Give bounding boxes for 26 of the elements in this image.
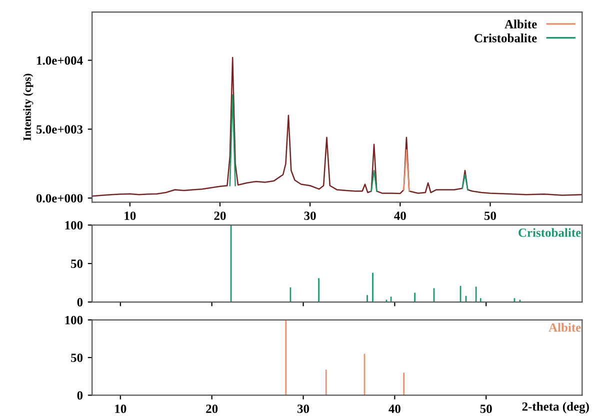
x-tick-label: 10 (124, 212, 136, 220)
x-tick-label: 50 (484, 212, 496, 220)
y-tick-label: 100 (65, 316, 83, 324)
text: Albite (548, 322, 581, 332)
y-tick-label: 0 (77, 298, 83, 306)
y-tick-label: 1.0e+004 (36, 56, 83, 65)
y-tick-label: 0.0e+000 (36, 194, 83, 203)
x-tick-label: 20 (206, 404, 218, 414)
y-tick-label: 0 (77, 391, 83, 400)
x-tick-label: 50 (480, 404, 492, 414)
legend-label: Albite (504, 20, 537, 28)
y-tick-label: 5.0e+003 (36, 125, 83, 134)
x-tick-label: 40 (394, 212, 406, 220)
x-tick-label: 30 (297, 404, 310, 414)
y-tick-label: 50 (71, 260, 83, 268)
y-axis-title: Intensity (cps) (23, 74, 34, 141)
y-tick-label: 50 (71, 354, 83, 362)
x-tick-label: 20 (214, 212, 226, 220)
line-series (92, 56, 582, 197)
text: Cristobalite (518, 228, 581, 237)
x-tick-label: 10 (115, 404, 126, 414)
x-tick-label: 40 (388, 404, 400, 414)
x-axis-title: 2-theta (deg) (522, 402, 589, 414)
x-tick-label: 30 (304, 212, 316, 220)
legend-label: Cristobalite (474, 34, 537, 42)
y-tick-label: 100 (65, 221, 83, 230)
